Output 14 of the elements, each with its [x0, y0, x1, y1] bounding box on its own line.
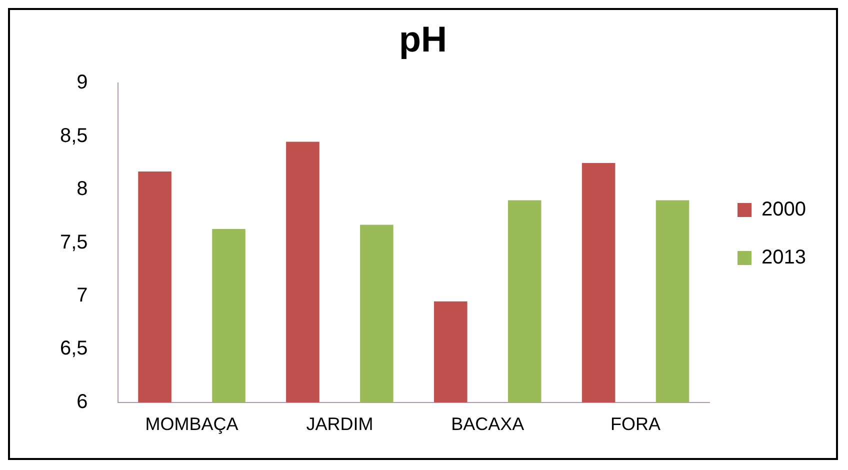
legend-label: 2000 [762, 198, 806, 221]
legend-label: 2013 [762, 246, 806, 269]
y-tick-label: 6,5 [60, 338, 88, 360]
chart-title: pH [399, 18, 447, 60]
x-tick-label: FORA [610, 414, 661, 434]
x-tick-label: BACAXA [451, 414, 524, 434]
y-tick-label: 8 [76, 178, 88, 200]
y-tick-label: 7 [76, 284, 88, 307]
y-tick-label: 8,5 [60, 124, 88, 147]
x-tick-label: JARDIM [306, 414, 374, 434]
x-tick-label: MOMBAÇA [145, 414, 238, 434]
y-tick-label: 7,5 [60, 231, 88, 254]
chart-frame: 2000 2013 pH MOMBAÇA JARDIM BACAXA FORA 6 6,5 7 7,5 8 8,5 9 [8, 8, 838, 460]
y-tick-label: 9 [76, 72, 88, 94]
